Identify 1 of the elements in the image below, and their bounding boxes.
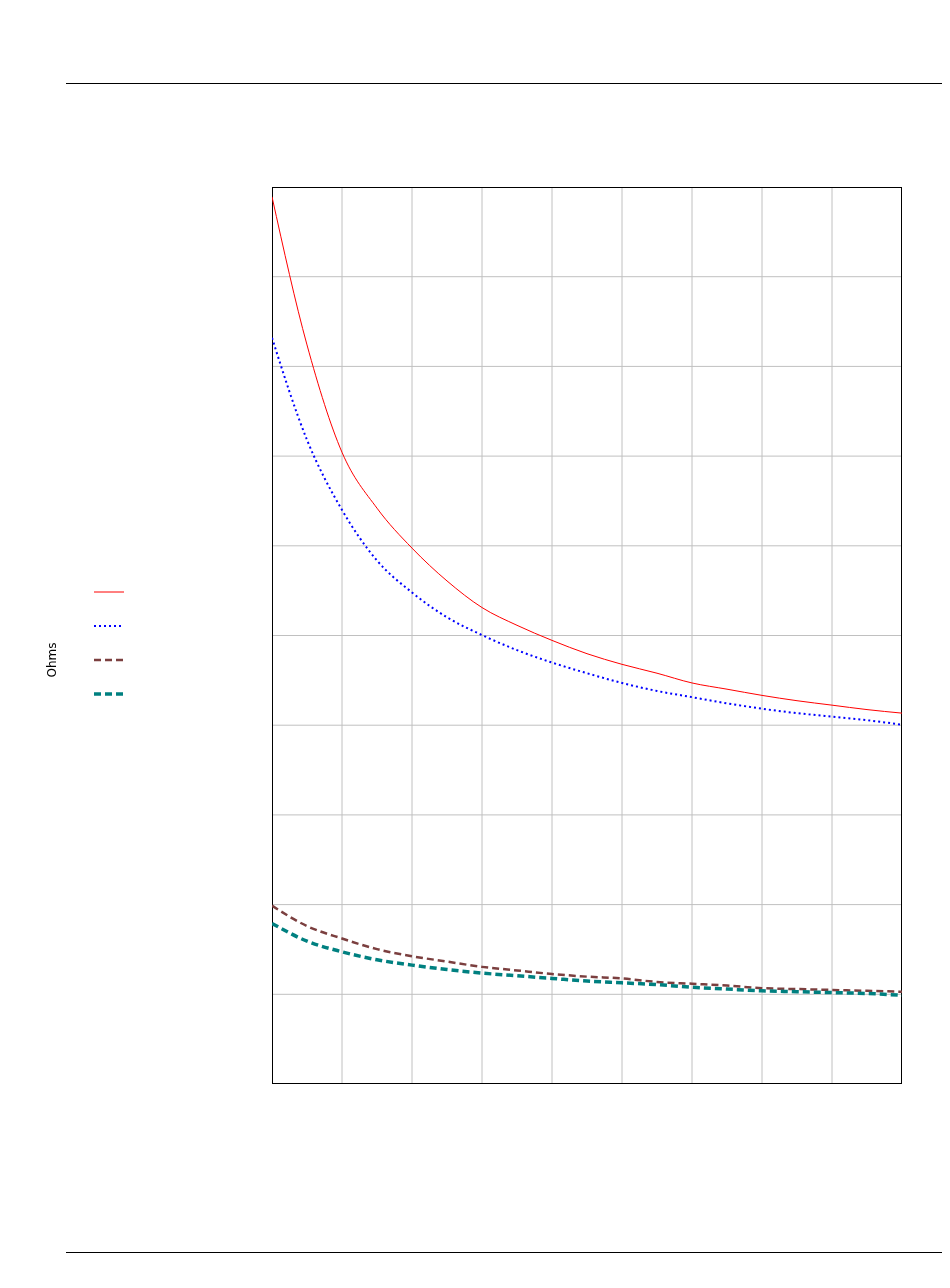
text: Ohms: [45, 642, 59, 678]
